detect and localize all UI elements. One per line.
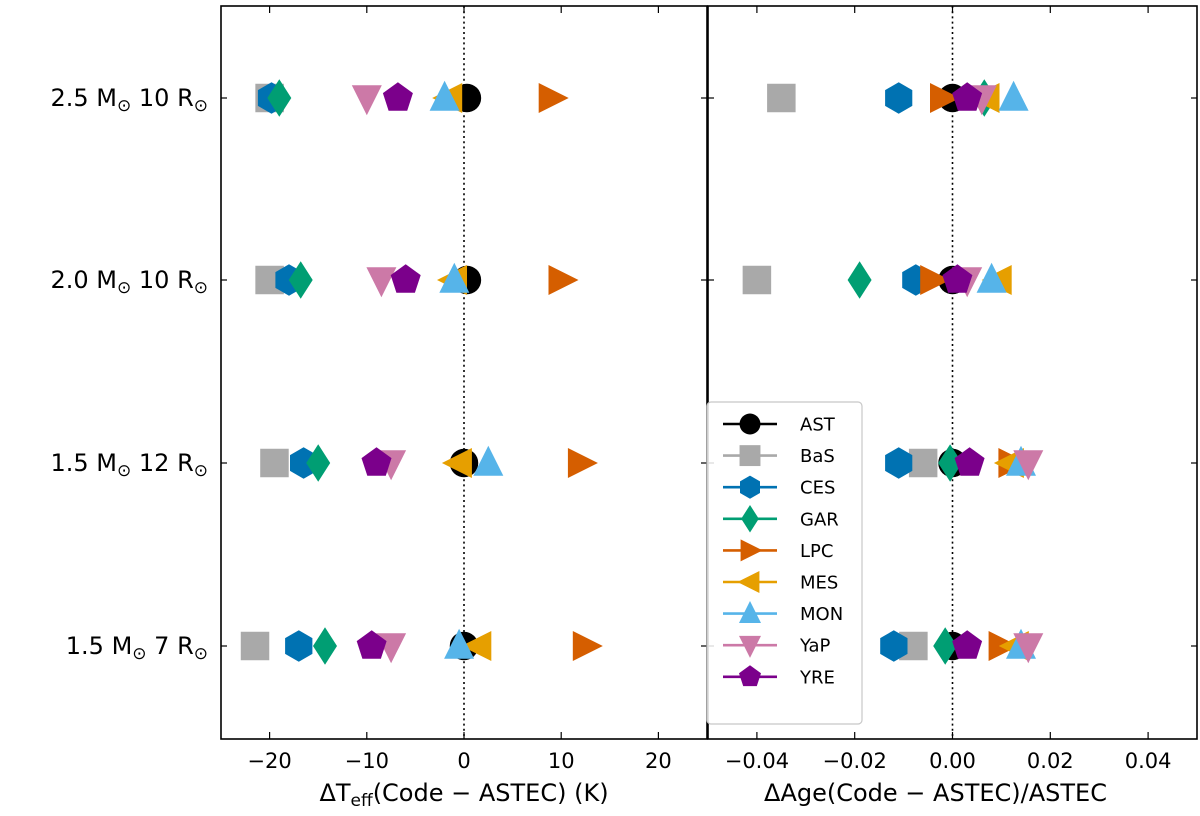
panel-1: −20 −10 0 10 20 ΔTeff(Code − ASTEC) (K) <box>220 5 708 811</box>
model-label: 2.5 M⊙ 10 R⊙ <box>51 84 209 116</box>
point-bas-row3 <box>260 448 289 478</box>
model-label: 2.0 M⊙ 10 R⊙ <box>51 266 209 298</box>
point-bas-row2 <box>742 265 772 295</box>
ticks: −0.04 −0.02 0.00 0.02 0.04 <box>708 6 1197 773</box>
point-yap-row3 <box>1013 450 1044 481</box>
point-gar-row2 <box>288 261 313 299</box>
legend-marker-yre <box>739 665 761 687</box>
legend-label: MES <box>800 573 838 594</box>
point-bas-row3 <box>908 448 938 478</box>
point-gar-row3 <box>938 444 963 482</box>
point-mon-row2 <box>976 262 1007 293</box>
point-ces-row4 <box>285 630 313 662</box>
point-mon-row2 <box>439 262 470 293</box>
legend-marker-ces <box>740 475 760 499</box>
point-yre-row1 <box>952 82 983 111</box>
point-mon-row4 <box>444 628 475 659</box>
legend-entry-yre: YRE <box>723 665 835 688</box>
x-axis-title: ΔTeff(Code − ASTEC) (K) <box>319 779 608 811</box>
point-bas-row1 <box>767 83 796 113</box>
point-gar-row1 <box>267 79 292 117</box>
point-yap-row2 <box>366 267 397 298</box>
x-tick-label: −0.04 <box>725 749 789 773</box>
model-label: 1.5 M⊙ 12 R⊙ <box>51 449 209 481</box>
point-yap-row1 <box>351 85 382 116</box>
point-yre-row2 <box>942 264 973 293</box>
legend-marker-mes <box>737 571 760 593</box>
legend-label: YaP <box>799 636 831 657</box>
model-label: 1.5 M⊙ 7 R⊙ <box>66 632 208 664</box>
point-lpc-row1 <box>930 83 960 113</box>
point-mes-row3 <box>441 448 472 478</box>
point-mon-row1 <box>429 80 460 111</box>
legend-marker-ast <box>739 413 761 435</box>
legend-marker-gar <box>741 505 759 533</box>
point-yre-row4 <box>356 630 387 659</box>
x-tick-label: 0.00 <box>929 749 976 773</box>
point-mes-row4 <box>461 631 492 661</box>
point-bas-row4 <box>240 631 270 661</box>
x-tick-label: −0.02 <box>823 749 887 773</box>
legend-label: GAR <box>800 509 839 530</box>
y-axis-model-labels: 2.5 M⊙ 10 R⊙ 2.0 M⊙ 10 R⊙ 1.5 M⊙ 12 R⊙ 1.5 … <box>51 84 209 664</box>
legend-entry-lpc: LPC <box>723 539 833 562</box>
data-points <box>240 79 603 665</box>
point-ces-row3 <box>885 447 913 479</box>
legend-marker-lpc <box>740 539 763 562</box>
point-yre-row3 <box>954 447 985 476</box>
x-tick-label: 0.02 <box>1027 749 1074 773</box>
point-yre-row1 <box>382 82 413 111</box>
data-points <box>742 79 1044 665</box>
legend-marker-bas <box>739 445 761 467</box>
x-axis-title: ΔAge(Code − ASTEC)/ASTEC <box>764 779 1107 807</box>
point-gar-row4 <box>933 627 958 665</box>
x-tick-label: 0 <box>457 749 470 773</box>
legend-label: LPC <box>800 541 833 562</box>
point-gar-row2 <box>847 261 872 299</box>
panel-frame <box>707 5 1198 740</box>
panel-frame <box>220 5 708 740</box>
point-ces-row4 <box>880 630 908 662</box>
legend-marker-mon <box>739 601 761 623</box>
point-gar-row4 <box>313 627 337 665</box>
point-mon-row3 <box>473 445 504 476</box>
legend-label: BaS <box>800 446 835 467</box>
point-yap-row4 <box>1013 633 1044 664</box>
x-tick-label: 10 <box>548 749 575 773</box>
point-mon-row1 <box>998 80 1029 111</box>
legend-label: CES <box>800 478 835 499</box>
legend-entry-ast: AST <box>723 413 836 436</box>
point-gar-row3 <box>306 444 331 482</box>
legend-entry-ces: CES <box>723 475 835 499</box>
point-lpc-row1 <box>538 83 569 113</box>
x-tick-label: −10 <box>345 749 389 773</box>
legend-label: AST <box>800 415 836 436</box>
legend-label: YRE <box>799 667 835 688</box>
point-lpc-row4 <box>572 631 603 661</box>
point-lpc-row2 <box>548 265 579 295</box>
x-tick-label: −20 <box>247 749 291 773</box>
legend-entry-bas: BaS <box>723 445 835 467</box>
ticks: −20 −10 0 10 20 <box>221 6 707 773</box>
legend-entry-mes: MES <box>723 571 838 594</box>
panel-2: −0.04 −0.02 0.00 0.02 0.04 ΔAge(Code − ASTEC)… <box>707 5 1198 807</box>
x-tick-label: 0.04 <box>1125 749 1172 773</box>
point-ces-row3 <box>290 447 318 479</box>
legend-label: MON <box>800 604 843 625</box>
legend-marker-yap <box>739 635 761 658</box>
point-yre-row4 <box>952 630 983 659</box>
legend-entry-gar: GAR <box>723 505 839 533</box>
x-tick-label: 20 <box>645 749 672 773</box>
point-ces-row1 <box>885 82 913 114</box>
legend-entry-yap: YaP <box>723 636 831 658</box>
legend-entry-mon: MON <box>723 601 843 625</box>
point-lpc-row2 <box>920 265 951 295</box>
point-yre-row3 <box>361 447 392 476</box>
point-lpc-row3 <box>567 448 598 478</box>
legend: AST BaS CES GAR LPC MES MON YaP YRE <box>706 401 863 725</box>
point-yre-row2 <box>390 264 421 293</box>
